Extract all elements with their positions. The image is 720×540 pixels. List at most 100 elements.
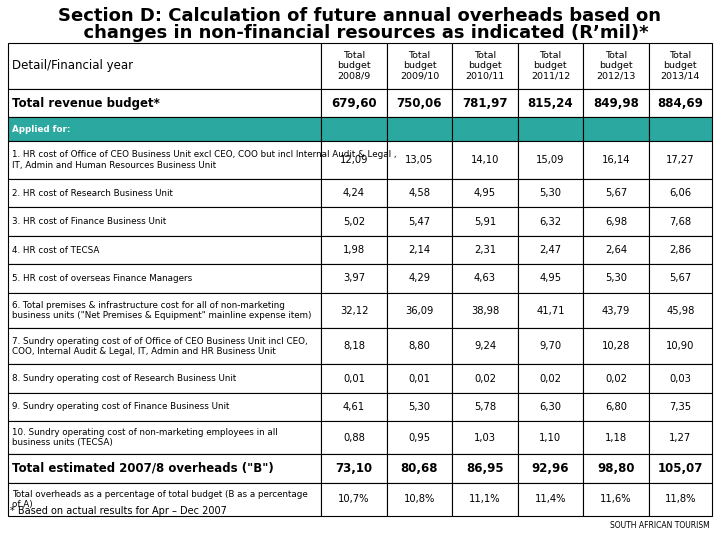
Bar [321, 43, 387, 89]
Text: 4,63: 4,63 [474, 273, 496, 284]
Text: 5,02: 5,02 [343, 217, 365, 227]
Bar [321, 179, 387, 207]
Text: 5,30: 5,30 [408, 402, 431, 412]
Text: 1,18: 1,18 [605, 433, 627, 443]
Text: Total
budget
2009/10: Total budget 2009/10 [400, 51, 439, 81]
Text: * Based on actual results for Apr – Dec 2007: * Based on actual results for Apr – Dec … [10, 506, 227, 516]
Bar [452, 117, 518, 141]
Text: Detail/Financial year: Detail/Financial year [12, 59, 133, 72]
Bar [649, 141, 712, 179]
Text: 80,68: 80,68 [401, 462, 438, 475]
Text: 11,1%: 11,1% [469, 494, 501, 504]
Bar [452, 421, 518, 454]
Text: 105,07: 105,07 [657, 462, 703, 475]
Bar [583, 293, 649, 328]
Bar [387, 89, 452, 117]
Text: 750,06: 750,06 [397, 97, 442, 110]
Bar [649, 393, 712, 421]
Bar [649, 89, 712, 117]
Bar [518, 236, 583, 264]
Text: 6,80: 6,80 [605, 402, 627, 412]
Text: 13,05: 13,05 [405, 155, 433, 165]
Text: 5,91: 5,91 [474, 217, 496, 227]
Text: Total
budget
2011/12: Total budget 2011/12 [531, 51, 570, 81]
Text: 1,10: 1,10 [539, 433, 562, 443]
Bar [387, 117, 452, 141]
Text: 4,24: 4,24 [343, 188, 365, 198]
Text: Total
budget
2008/9: Total budget 2008/9 [337, 51, 371, 81]
Text: 98,80: 98,80 [597, 462, 634, 475]
Text: 43,79: 43,79 [602, 306, 630, 315]
Text: 3. HR cost of Finance Business Unit: 3. HR cost of Finance Business Unit [12, 217, 166, 226]
Text: 38,98: 38,98 [471, 306, 499, 315]
Text: 0,02: 0,02 [539, 374, 562, 383]
Text: 10,8%: 10,8% [404, 494, 435, 504]
Bar [387, 141, 452, 179]
Bar [452, 43, 518, 89]
Text: 6,06: 6,06 [670, 188, 691, 198]
Bar [583, 141, 649, 179]
Text: 0,02: 0,02 [474, 374, 496, 383]
Bar [518, 89, 583, 117]
Bar [387, 454, 452, 483]
Bar [452, 293, 518, 328]
Text: 7,35: 7,35 [670, 402, 691, 412]
Bar [321, 207, 387, 236]
Bar [649, 328, 712, 364]
Bar [8, 421, 321, 454]
Bar [8, 393, 321, 421]
Bar [583, 454, 649, 483]
Text: changes in non-financial resources as indicated (R’mil)*: changes in non-financial resources as in… [71, 24, 649, 42]
Bar [452, 207, 518, 236]
Bar [321, 89, 387, 117]
Bar [387, 293, 452, 328]
Text: Section D: Calculation of future annual overheads based on: Section D: Calculation of future annual … [58, 7, 662, 25]
Bar [518, 207, 583, 236]
Text: 4,95: 4,95 [474, 188, 496, 198]
Text: 4,95: 4,95 [539, 273, 562, 284]
Text: 1,03: 1,03 [474, 433, 496, 443]
Text: 0,95: 0,95 [408, 433, 431, 443]
Text: 12,09: 12,09 [340, 155, 368, 165]
Bar [387, 364, 452, 393]
Bar [387, 236, 452, 264]
Text: 4,61: 4,61 [343, 402, 365, 412]
Text: 6,30: 6,30 [539, 402, 562, 412]
Bar [518, 293, 583, 328]
Text: Total revenue budget*: Total revenue budget* [12, 97, 160, 110]
Bar [649, 483, 712, 516]
Text: 2,64: 2,64 [605, 245, 627, 255]
Text: 11,4%: 11,4% [535, 494, 566, 504]
Bar [8, 264, 321, 293]
Bar [321, 483, 387, 516]
Text: Total estimated 2007/8 overheads ("B"): Total estimated 2007/8 overheads ("B") [12, 462, 274, 475]
Text: 7. Sundry operating cost of of Office of CEO Business Unit incl CEO,
COO, Intern: 7. Sundry operating cost of of Office of… [12, 337, 307, 356]
Text: 8,18: 8,18 [343, 341, 365, 352]
Text: 6. Total premises & infrastructure cost for all of non-marketing
business units : 6. Total premises & infrastructure cost … [12, 301, 312, 320]
Bar [321, 364, 387, 393]
Text: 6,32: 6,32 [539, 217, 562, 227]
Bar [387, 179, 452, 207]
Bar [387, 393, 452, 421]
Bar [321, 328, 387, 364]
Bar [8, 117, 321, 141]
Bar [583, 89, 649, 117]
Text: 8. Sundry operating cost of Research Business Unit: 8. Sundry operating cost of Research Bus… [12, 374, 236, 383]
Text: Total overheads as a percentage of total budget (B as a percentage
of A): Total overheads as a percentage of total… [12, 490, 307, 509]
Bar [8, 43, 321, 89]
Text: 0,01: 0,01 [408, 374, 431, 383]
Text: 2,86: 2,86 [670, 245, 691, 255]
Text: 1,98: 1,98 [343, 245, 365, 255]
Bar [583, 117, 649, 141]
Text: 10,28: 10,28 [602, 341, 630, 352]
Bar [583, 264, 649, 293]
Text: 41,71: 41,71 [536, 306, 564, 315]
Bar [583, 393, 649, 421]
Bar [321, 264, 387, 293]
Bar [649, 179, 712, 207]
Bar [583, 421, 649, 454]
Text: 9,70: 9,70 [539, 341, 562, 352]
Bar [518, 454, 583, 483]
Text: 5,30: 5,30 [605, 273, 627, 284]
Bar [583, 364, 649, 393]
